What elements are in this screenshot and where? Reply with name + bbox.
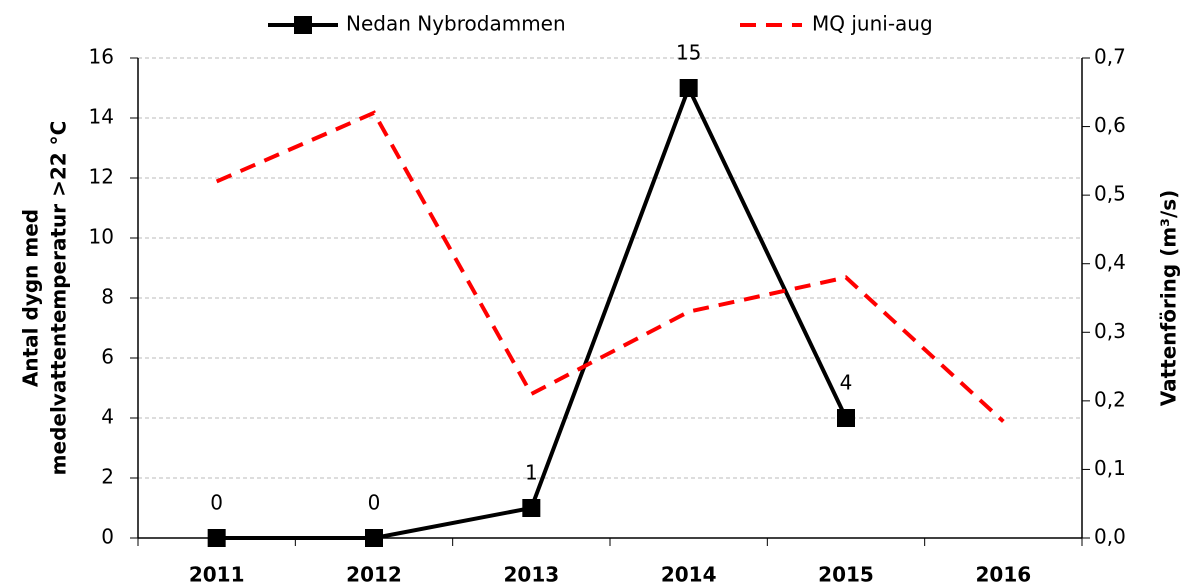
marker	[837, 409, 855, 427]
x-tick-label: 2016	[975, 563, 1031, 585]
x-tick-label: 2012	[346, 563, 402, 585]
y2-tick-label: 0,4	[1094, 250, 1126, 274]
y2-tick-label: 0,2	[1094, 387, 1126, 411]
y-tick-label: 8	[101, 285, 114, 309]
legend-label: Nedan Nybrodammen	[346, 12, 566, 36]
y-axis-title: Antal dygn med	[19, 209, 43, 387]
y2-tick-label: 0,6	[1094, 113, 1126, 137]
marker	[207, 529, 226, 547]
y-tick-label: 6	[101, 345, 114, 369]
y-tick-label: 4	[101, 405, 114, 429]
data-label: 0	[368, 491, 381, 515]
x-tick-label: 2011	[189, 563, 245, 585]
y2-tick-label: 0,7	[1094, 45, 1126, 69]
data-label: 0	[210, 491, 223, 515]
y2-axis-title: Vattenföring (m³/s)	[1157, 190, 1181, 407]
y2-tick-label: 0,3	[1094, 319, 1126, 343]
y-tick-label: 10	[89, 225, 114, 249]
y2-tick-label: 0,5	[1094, 182, 1126, 206]
y2-tick-label: 0,1	[1094, 456, 1126, 480]
x-tick-label: 2013	[503, 563, 559, 585]
y-tick-label: 0	[101, 525, 114, 549]
marker	[522, 499, 541, 517]
y-tick-label: 2	[101, 465, 114, 489]
y-tick-label: 14	[89, 105, 114, 129]
marker	[365, 529, 383, 547]
y-axis-title: medelvattentemperatur >22 °C	[47, 121, 71, 476]
marker	[679, 79, 698, 97]
x-tick-label: 2014	[661, 563, 717, 585]
y-tick-label: 12	[89, 165, 114, 189]
legend-marker	[294, 16, 312, 34]
data-label: 1	[525, 461, 538, 485]
data-label: 4	[840, 371, 853, 395]
data-label: 15	[676, 41, 701, 65]
legend-label: MQ juni-aug	[812, 12, 933, 36]
y-tick-label: 16	[89, 45, 114, 69]
y2-tick-label: 0,0	[1094, 525, 1126, 549]
x-tick-label: 2015	[818, 563, 874, 585]
series-line	[215, 110, 1005, 423]
